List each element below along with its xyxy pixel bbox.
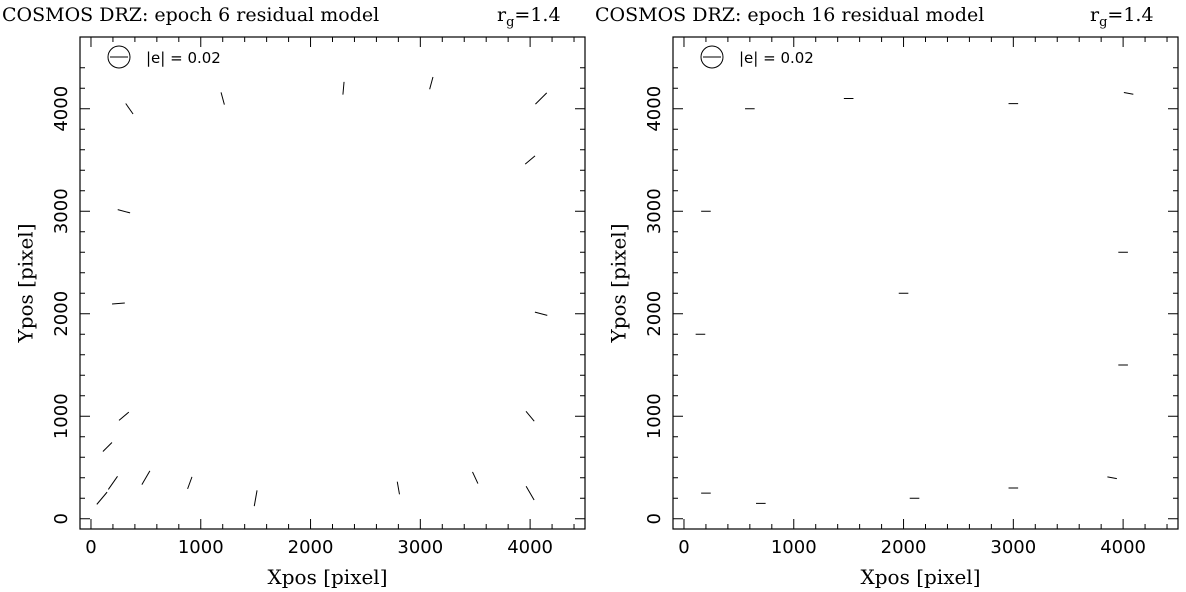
- x-tick-label: 1000: [771, 537, 817, 558]
- legend-label: |e| = 0.02: [739, 49, 814, 67]
- x-axis-label: Xpos [pixel]: [860, 565, 980, 589]
- left-plot-panel: COSMOS DRZ: epoch 6 residual model rg=1.…: [2, 4, 586, 589]
- y-tick-label: 2000: [51, 291, 72, 337]
- whisker: [253, 490, 258, 507]
- y-axis-label: Ypos [pixel]: [607, 224, 631, 344]
- whisker: [1123, 92, 1134, 95]
- x-tick-label: 0: [85, 537, 96, 558]
- y-tick-label: 1000: [51, 393, 72, 439]
- x-tick-label: 4000: [1100, 537, 1146, 558]
- rg-value: =1.4: [1107, 4, 1154, 26]
- whisker: [525, 485, 535, 501]
- whisker: [396, 481, 400, 495]
- right-plot-panel: COSMOS DRZ: epoch 16 residual model rg=1…: [593, 0, 1186, 592]
- x-tick-label: 2000: [881, 537, 927, 558]
- y-tick-label: 3000: [51, 188, 72, 234]
- whisker: [141, 470, 151, 485]
- rg-subscript: g: [506, 14, 515, 30]
- whisker: [342, 81, 345, 95]
- x-tick-label: 3000: [397, 537, 443, 558]
- whisker: [187, 476, 193, 490]
- plot-title: COSMOS DRZ: epoch 6 residual model: [2, 4, 380, 26]
- rg-subscript: g: [1099, 14, 1108, 30]
- whisker: [524, 155, 536, 165]
- whisker-plot: 0 1000 2000 3000 4000 0 1000 2000 3000 4000 Xpos […: [607, 36, 1179, 589]
- x-tick-label: 3000: [990, 537, 1036, 558]
- whisker: [117, 209, 131, 214]
- plot-title: COSMOS DRZ: epoch 16 residual model: [595, 4, 985, 26]
- y-tick-label: 4000: [644, 86, 665, 132]
- x-axis-label: Xpos [pixel]: [267, 565, 387, 589]
- whisker: [525, 411, 535, 422]
- whisker: [118, 411, 130, 421]
- y-tick-label: 0: [51, 513, 72, 524]
- y-tick-label: 3000: [644, 188, 665, 234]
- rg-label: rg=1.4: [497, 4, 561, 30]
- y-tick-label: 2000: [644, 291, 665, 337]
- rg-label: rg=1.4: [1090, 4, 1154, 30]
- legend-label: |e| = 0.02: [146, 49, 221, 67]
- x-tick-label: 2000: [288, 537, 334, 558]
- whisker: [112, 302, 125, 305]
- x-tick-label: 1000: [178, 537, 224, 558]
- whisker: [535, 92, 548, 105]
- whisker: [102, 442, 113, 452]
- whisker: [1107, 476, 1117, 480]
- y-tick-label: 4000: [51, 86, 72, 132]
- whisker: [107, 476, 118, 490]
- whisker: [429, 76, 434, 90]
- x-tick-label: 4000: [507, 537, 553, 558]
- whisker: [220, 92, 225, 105]
- whisker-plot: 0 1000 2000 3000 4000 0 1000 2000 3000 4000 Xpos […: [14, 36, 586, 589]
- y-axis-label: Ypos [pixel]: [14, 224, 38, 344]
- whisker: [125, 103, 134, 115]
- whisker: [534, 311, 548, 316]
- x-tick-label: 0: [678, 537, 689, 558]
- y-tick-label: 1000: [644, 393, 665, 439]
- plot-frame: [79, 36, 586, 530]
- y-tick-label: 0: [644, 513, 665, 524]
- whisker: [472, 471, 479, 484]
- rg-symbol: r: [497, 4, 507, 26]
- whisker: [96, 491, 108, 505]
- rg-value: =1.4: [514, 4, 561, 26]
- legend-circle: [107, 45, 131, 69]
- legend-circle: [700, 45, 724, 69]
- plot-frame: [672, 36, 1179, 530]
- rg-symbol: r: [1090, 4, 1100, 26]
